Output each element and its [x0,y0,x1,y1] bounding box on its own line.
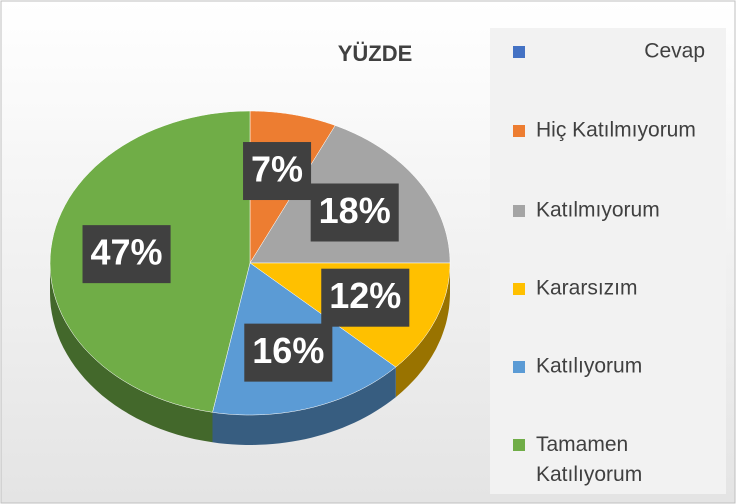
legend-label: Kararsızım [536,277,638,300]
legend-swatch [513,125,525,137]
slice-side [395,263,450,398]
legend-label: Katılıyorum [536,355,642,378]
legend-swatch [513,439,525,451]
data-label-box [310,183,399,242]
legend-label: Katılmıyorum [536,199,660,222]
legend-label: Tamamen Katılıyorum [536,433,642,486]
slice-side [212,367,396,445]
data-label-text: 12% [329,275,401,316]
data-label-box [321,268,410,327]
data-label: 18% [310,183,399,242]
data-label: 47% [82,225,171,284]
legend-swatch [513,46,525,58]
legend-swatch [513,205,525,217]
legend-label: Cevap [644,40,705,63]
data-label-text: 47% [91,232,163,273]
data-label-text: 18% [319,190,391,231]
data-label-box [243,142,312,201]
data-label: 16% [244,323,333,382]
chart-title: YÜZDE [338,41,413,66]
legend-panel [490,28,726,494]
data-label-box [82,225,171,284]
legend-swatch [513,283,525,295]
legend-swatch [513,361,525,373]
slice-side [50,263,213,443]
legend-label: Hiç Katılmıyorum [536,119,696,142]
data-label-text: 16% [252,330,324,371]
data-label: 7% [243,142,312,201]
data-label-box [244,323,333,382]
data-label-text: 7% [251,149,303,190]
data-label: 12% [321,268,410,327]
